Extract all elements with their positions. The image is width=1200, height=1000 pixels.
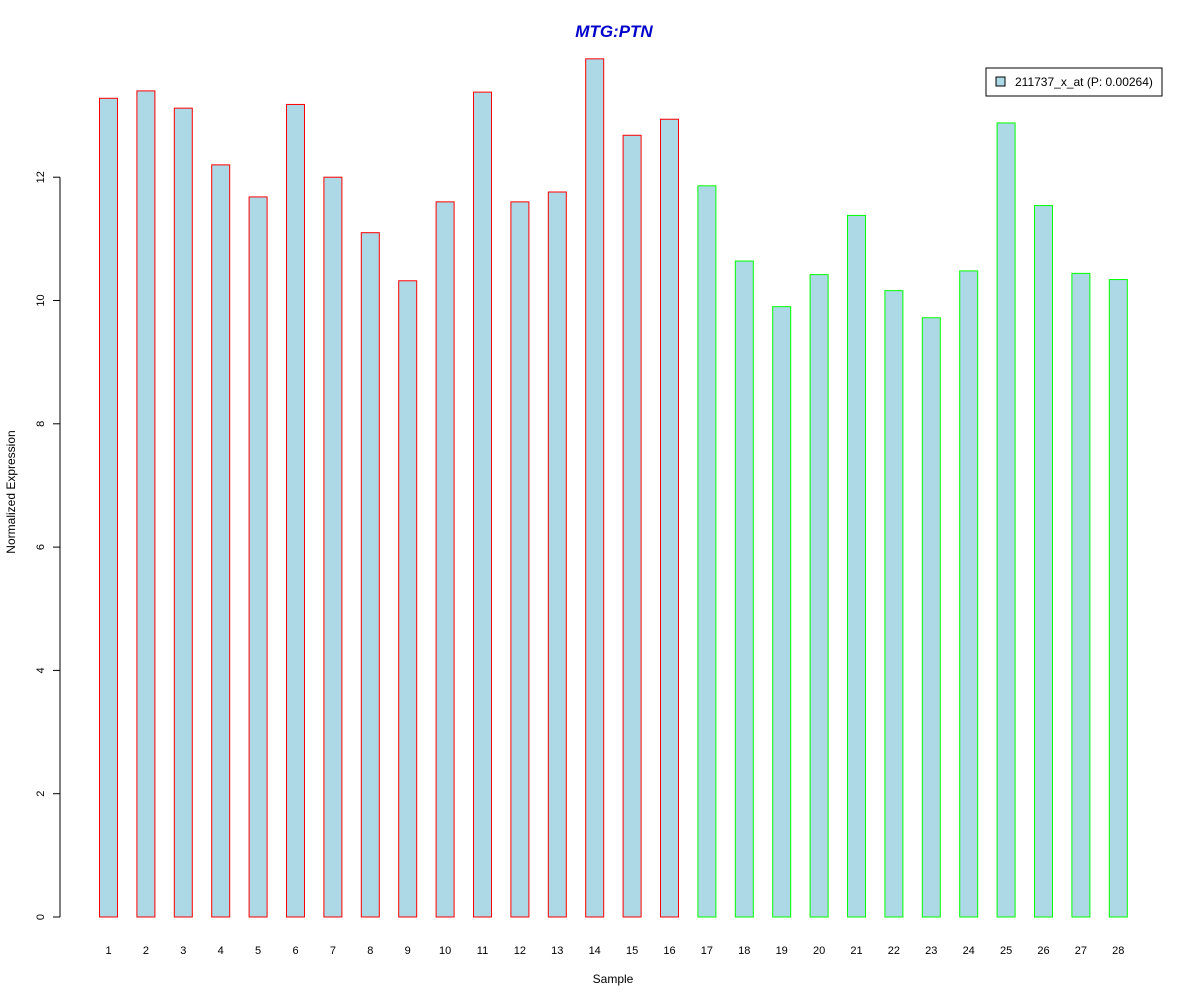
bar [360,232,380,918]
x-tick-label: 23 [925,945,937,957]
bar [1034,205,1053,918]
legend-entry: 211737_x_at (P: 0.00264) [1015,75,1153,89]
y-axis-label: Normalized Expression [4,430,18,553]
x-tick-label: 17 [701,945,713,957]
y-tick-label: 12 [35,171,47,183]
bar [622,134,642,918]
x-tick-label: 16 [663,945,675,957]
bar [173,107,193,918]
bar [323,176,343,918]
x-tick-label: 21 [850,945,862,957]
x-tick-label: 22 [888,945,900,957]
y-axis: 0 2 4 6 8 10 12 [35,171,61,920]
x-tick-label: 14 [589,945,601,957]
x-tick-label: 15 [626,945,638,957]
bar [585,58,605,918]
y-tick-label: 2 [35,791,47,797]
bars-group [99,58,1128,918]
bar [660,118,679,918]
x-tick-label: 1 [105,945,111,957]
x-tick-label: 13 [551,945,563,957]
bar [959,270,979,918]
x-tick-label: 4 [218,945,224,957]
bar [547,191,567,918]
bar [772,306,792,918]
x-tick-label: 26 [1037,945,1049,957]
x-tick-label: 18 [738,945,750,957]
x-tick-label: 6 [292,945,298,957]
x-axis: 1 2 3 4 5 6 7 8 9 10 11 12 13 14 15 16 17 18 19 20 21 22 23 24 2… [105,945,1124,957]
bar [734,260,754,918]
bar [398,280,418,918]
chart-title: MTG:PTN [575,22,653,41]
bar [510,201,530,918]
x-tick-label: 3 [180,945,186,957]
legend: 211737_x_at (P: 0.00264) [985,67,1163,97]
y-tick-label: 4 [35,667,47,673]
x-tick-label: 7 [330,945,336,957]
x-tick-label: 5 [255,945,261,957]
bar [1071,272,1091,918]
bar [996,122,1016,918]
bar [211,164,231,918]
bar [847,214,866,918]
x-tick-label: 20 [813,945,825,957]
bar [884,290,904,918]
y-tick-label: 0 [35,914,47,920]
y-tick-label: 8 [35,421,47,427]
legend-swatch [995,76,1006,87]
x-tick-label: 10 [439,945,451,957]
x-tick-label: 11 [477,945,488,957]
legend-box [985,67,1163,97]
bar [1108,279,1128,918]
y-tick-label: 10 [35,294,47,306]
x-axis-label: Sample [593,972,634,986]
x-tick-label: 2 [143,945,149,957]
x-tick-label: 24 [963,945,975,957]
bar [435,201,455,918]
y-tick-label: 6 [35,544,47,550]
x-tick-label: 12 [514,945,526,957]
x-tick-label: 19 [776,945,788,957]
x-tick-label: 25 [1000,945,1012,957]
x-tick-label: 28 [1112,945,1124,957]
x-tick-label: 8 [367,945,373,957]
x-tick-label: 27 [1075,945,1087,957]
bar [473,91,492,918]
x-tick-label: 9 [405,945,411,957]
bar [809,274,829,918]
bar [248,196,268,918]
bar [697,185,717,918]
bar [921,317,941,918]
bar [136,90,156,918]
bar [286,103,305,918]
bar [99,97,118,918]
